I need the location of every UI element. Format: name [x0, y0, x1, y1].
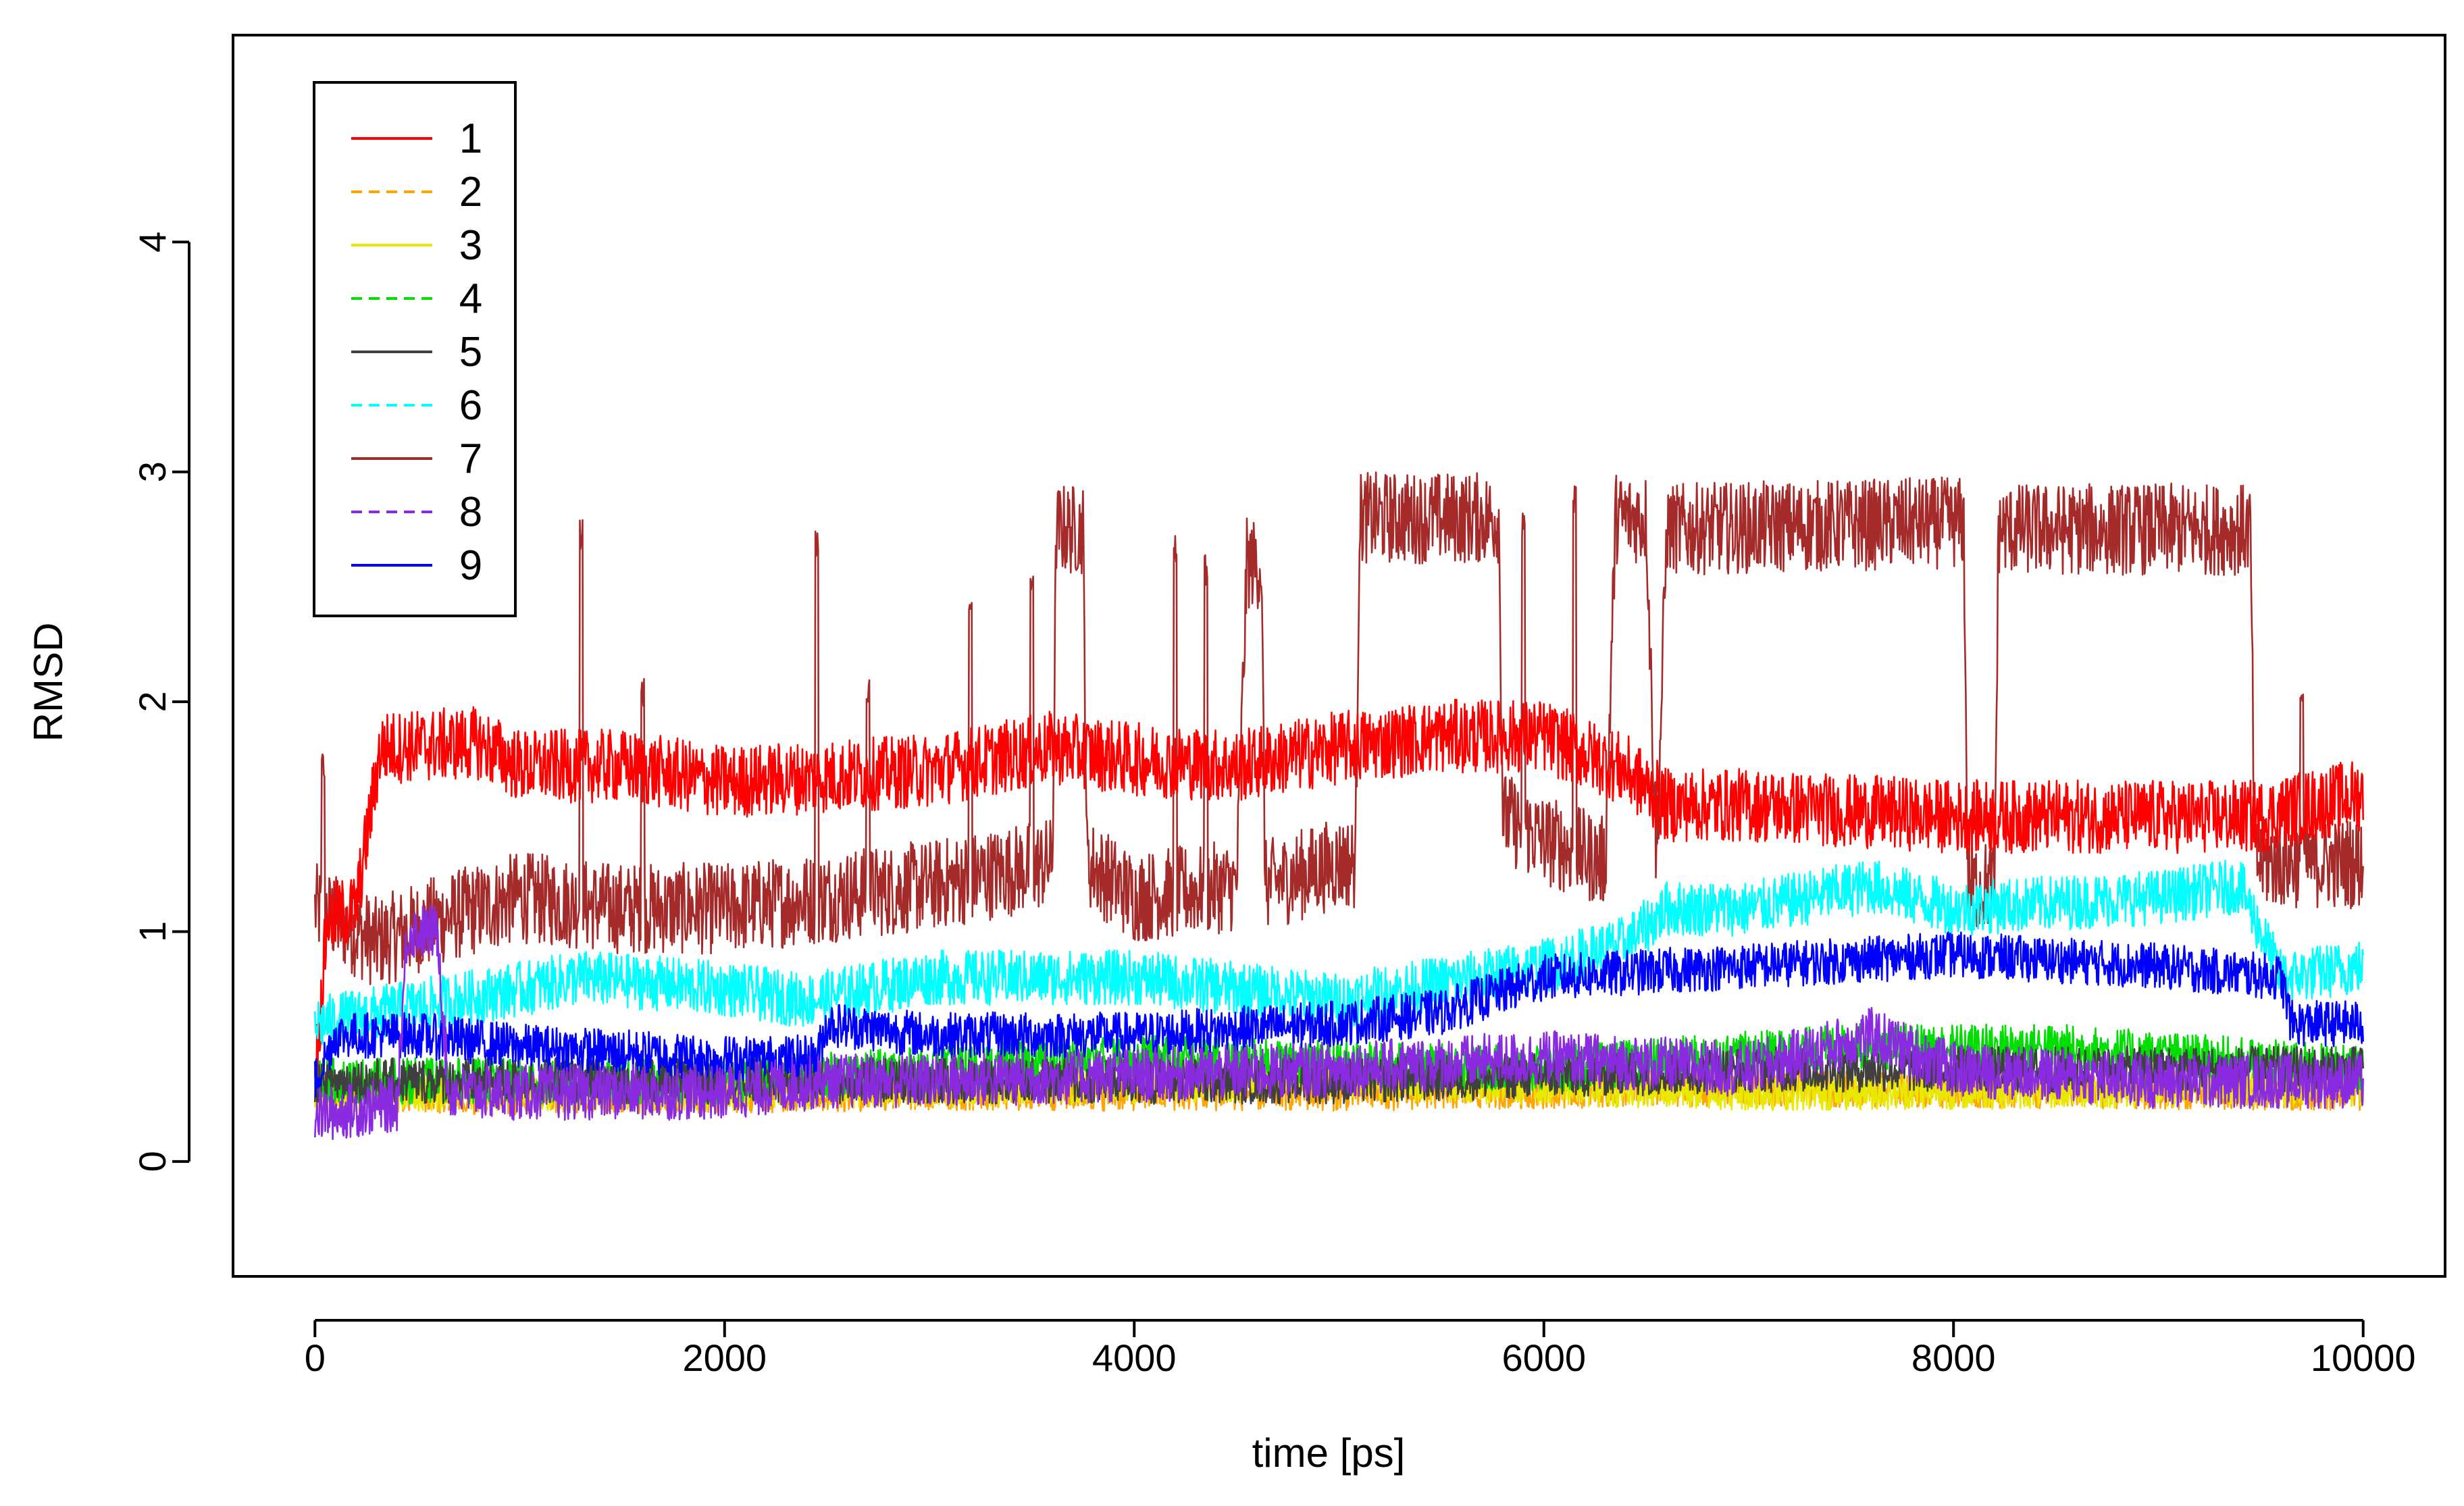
series-layer [314, 471, 2364, 1141]
legend-label-6: 6 [459, 382, 482, 429]
plot-frame [232, 34, 2446, 1278]
x-axis-title: time [ps] [1252, 1430, 1406, 1476]
x-tick-label: 6000 [1502, 1336, 1586, 1379]
y-tick-label: 0 [131, 1151, 174, 1172]
x-tick-label: 0 [305, 1336, 326, 1379]
legend: 1 2 3 4 5 6 7 8 9 [313, 81, 517, 617]
x-tick-label: 10000 [2311, 1336, 2416, 1379]
x-tick-label: 2000 [682, 1336, 767, 1379]
y-tick-label: 4 [131, 232, 174, 253]
x-tick-label: 4000 [1092, 1336, 1177, 1379]
series-1-line [314, 698, 2364, 1097]
x-tick-label: 8000 [1911, 1336, 1996, 1379]
legend-label-4: 4 [459, 276, 482, 322]
legend-label-3: 3 [459, 222, 482, 269]
y-axis-title: RMSD [26, 623, 71, 742]
legend-label-1: 1 [459, 115, 482, 162]
legend-box [313, 81, 517, 617]
axes-layer: 0 2000 4000 6000 8000 10000 0 1 2 3 4 [131, 232, 2416, 1379]
series-9-line [314, 931, 2364, 1098]
y-tick-label: 1 [131, 921, 174, 942]
legend-label-5: 5 [459, 329, 482, 375]
y-tick-label: 2 [131, 691, 174, 712]
legend-label-8: 8 [459, 489, 482, 536]
legend-label-9: 9 [459, 542, 482, 589]
series-8-line [314, 905, 2364, 1141]
y-tick-label: 3 [131, 461, 174, 482]
series-7-line [314, 471, 2364, 985]
legend-label-2: 2 [459, 169, 482, 215]
legend-label-7: 7 [459, 436, 482, 482]
